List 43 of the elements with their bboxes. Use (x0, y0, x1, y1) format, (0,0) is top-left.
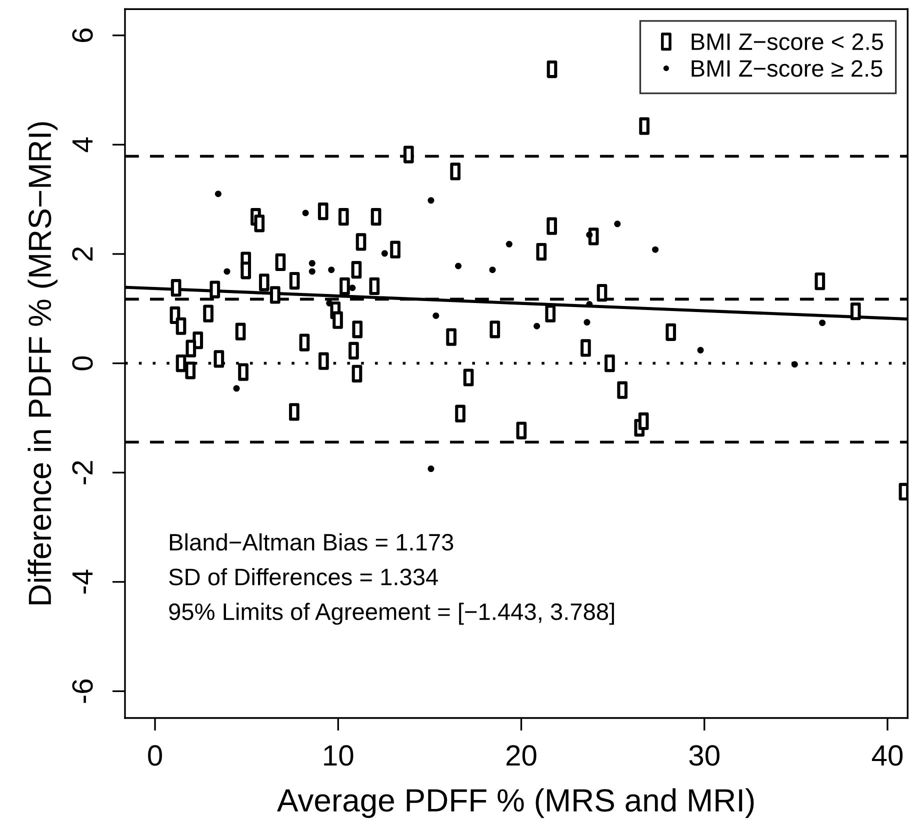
x-tick-label: 30 (689, 745, 720, 766)
point (326, 300, 333, 306)
x-tick-label: 40 (872, 745, 903, 766)
x-tick-label: 10 (324, 745, 354, 766)
point (381, 250, 388, 257)
legend-label: BMI Z−score ≥ 2.5 (692, 60, 882, 77)
point (652, 246, 659, 253)
y-tick-label: 2 (72, 247, 93, 261)
point (428, 197, 434, 204)
point (819, 320, 826, 326)
annotation: SD of Differences = 1.334 (169, 568, 438, 586)
point (489, 266, 496, 274)
point (308, 260, 316, 267)
y-tick-label: 4 (72, 137, 93, 152)
legend-label: BMI Z−score < 2.5 (692, 33, 884, 50)
y-axis-title: Difference in PDFF % (MRS−MRI) (28, 122, 58, 604)
y-tick-label: -2 (72, 461, 93, 484)
point (586, 232, 593, 238)
point (455, 262, 462, 270)
x-tick-label: 0 (148, 745, 162, 766)
point (614, 220, 621, 228)
point (584, 319, 590, 326)
y-tick-label: -6 (72, 680, 93, 703)
y-tick-label: -4 (72, 570, 93, 594)
annotation: 95% Limits of Agreement = [−1.443, 3.788] (169, 602, 614, 625)
point (302, 210, 309, 216)
x-tick-label: 20 (506, 745, 536, 766)
point (308, 268, 316, 275)
point (328, 266, 335, 274)
point (791, 361, 798, 368)
point (233, 385, 240, 392)
annotation: Bland−Altman Bias = 1.173 (170, 533, 454, 551)
x-axis-title: Average PDFF % (MRS and MRI) (277, 788, 754, 818)
y-tick-label: 6 (72, 28, 93, 42)
y-tick-label: 0 (72, 356, 93, 370)
point (506, 240, 512, 248)
point (432, 312, 440, 319)
point (534, 322, 540, 330)
point (349, 284, 356, 292)
point (214, 190, 222, 198)
point (428, 466, 434, 472)
point (224, 268, 230, 275)
point (697, 346, 704, 354)
